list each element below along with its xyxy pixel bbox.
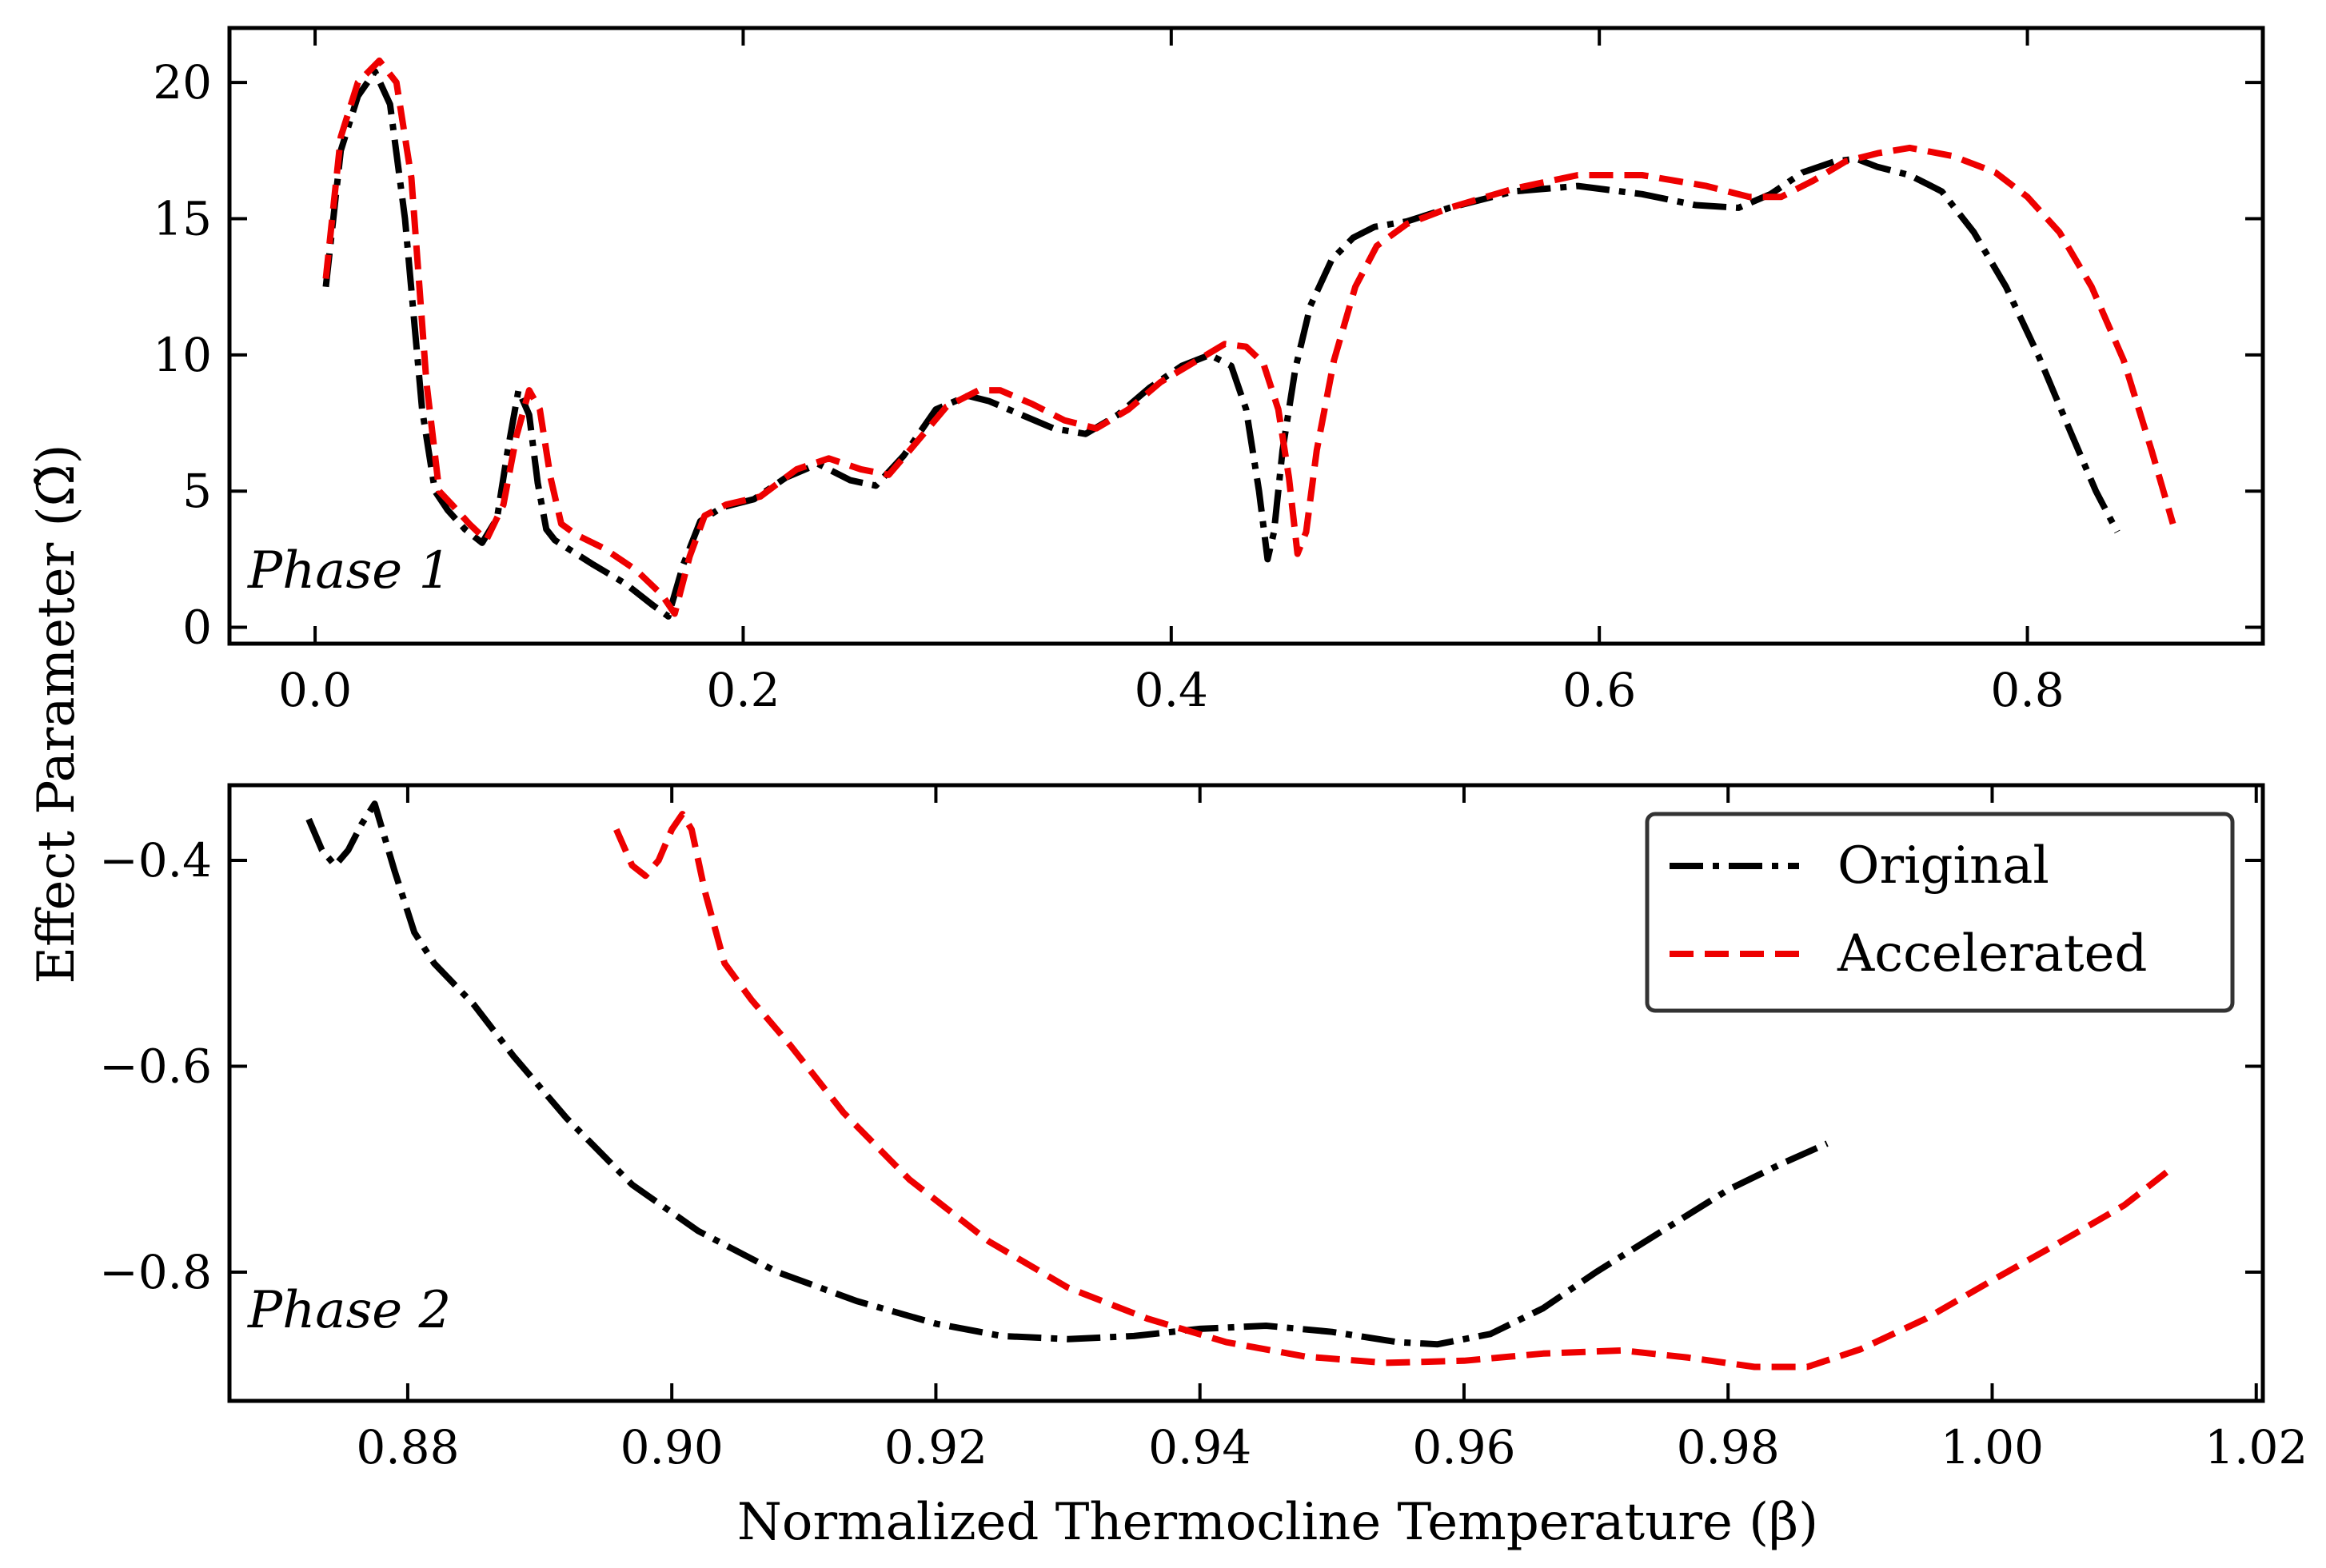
- phase2-series-original: [305, 800, 1829, 1348]
- phase2-ytick-label: −0.4: [99, 833, 212, 888]
- phase2-xtick-label: 0.98: [1677, 1420, 1780, 1474]
- phase1-ytick-label: 20: [153, 55, 212, 110]
- x-axis-label: Normalized Thermocline Temperature (β): [737, 1493, 1818, 1552]
- phase1-series-layer: [322, 57, 2176, 620]
- phase2-xtick-label: 0.92: [884, 1420, 987, 1474]
- phase1-ytick-label: 5: [182, 464, 212, 518]
- phase2-xtick-label: 1.02: [2204, 1420, 2308, 1474]
- phase1-xtick-label: 0.6: [1562, 663, 1636, 717]
- phase1-ytick-label: 10: [153, 328, 212, 382]
- phase2-series-accelerated: [613, 811, 2172, 1371]
- legend-label-accelerated: Accelerated: [1837, 924, 2147, 983]
- phase2-xtick-label: 1.00: [1941, 1420, 2044, 1474]
- phase1-series-accelerated: [322, 57, 2176, 617]
- y-axis-label: Effect Parameter (Ω̃): [27, 444, 86, 983]
- phase2-xtick-label: 0.90: [620, 1420, 724, 1474]
- phase1-ticks-layer: 0.0 0.2 0.4 0.6 0.8 0 5 10 15 20: [153, 28, 2263, 717]
- phase1-xtick-label: 0.4: [1135, 663, 1208, 717]
- phase1-xtick-label: 0.0: [278, 663, 352, 717]
- phase2-ytick-label: −0.8: [99, 1245, 212, 1299]
- phase2-axes-frame: [227, 783, 2265, 1403]
- phase2-xtick-label: 0.88: [356, 1420, 459, 1474]
- phase2-ytick-label: −0.6: [99, 1039, 212, 1094]
- phase1-annotation: Phase 1: [247, 541, 451, 600]
- phase1-ytick-label: 0: [182, 600, 212, 655]
- legend-label-original: Original: [1837, 836, 2049, 896]
- phase2-xtick-label: 0.96: [1412, 1420, 1515, 1474]
- phase1-axes-frame: [227, 26, 2265, 646]
- phase2-annotation: Phase 2: [247, 1281, 451, 1340]
- phase1-panel: 0.0 0.2 0.4 0.6 0.8 0 5 10 15 20 Phase 1: [153, 26, 2265, 717]
- phase1-ytick-label: 15: [153, 191, 212, 245]
- phase2-series-layer: [305, 800, 2172, 1371]
- phase2-xtick-label: 0.94: [1148, 1420, 1251, 1474]
- legend: Original Accelerated: [1645, 812, 2235, 1013]
- phase2-ticks-layer: 0.88 0.90 0.92 0.94 0.96 0.98 1.00 1.02 −0.8 −0.6…: [99, 785, 2308, 1474]
- phase1-xtick-label: 0.8: [1990, 663, 2064, 717]
- phase2-panel: 0.88 0.90 0.92 0.94 0.96 0.98 1.00 1.02 −0.8 −0.6…: [99, 783, 2308, 1474]
- phase1-xtick-label: 0.2: [706, 663, 780, 717]
